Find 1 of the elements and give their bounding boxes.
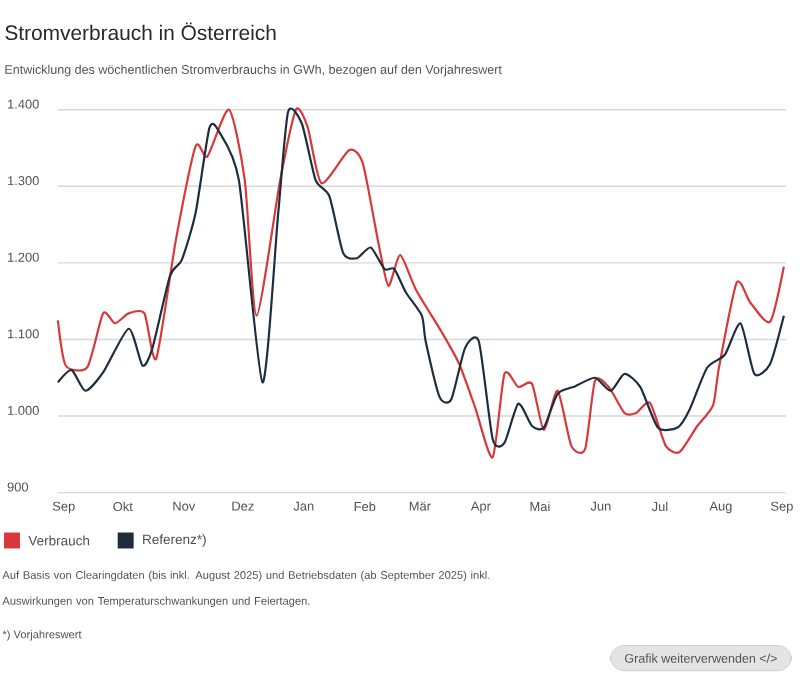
chart-title: Stromverbrauch in Österreich [5, 22, 276, 41]
